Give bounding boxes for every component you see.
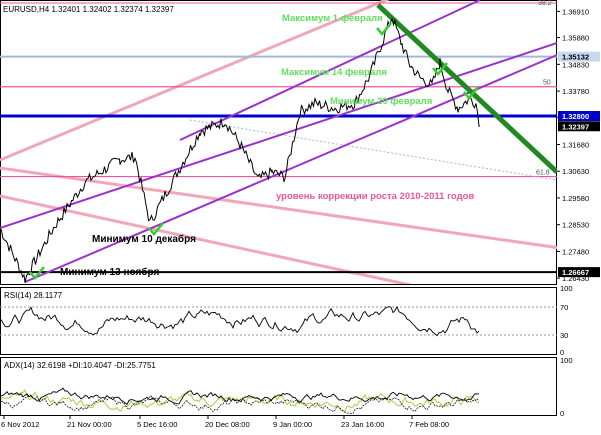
- adx-tick-0: 0: [560, 409, 564, 418]
- time-axis: 6 Nov 2012 21 Nov 00:00 5 Dec 16:00 20 Dec …: [1, 415, 449, 429]
- price-badge-label: 1.32397: [562, 122, 589, 131]
- price-badge: [558, 51, 600, 62]
- time-tick-label: 9 Jan 00:00: [273, 420, 312, 429]
- price-axis: 1.369101.358801.348301.337801.327501.316…: [557, 7, 589, 283]
- price-tick-label: 1.30630: [562, 167, 589, 176]
- main-drawings: [0, 0, 560, 285]
- check-marks: [29, 22, 479, 280]
- check-icon: [29, 266, 45, 280]
- price-tick-label: 1.28530: [562, 221, 589, 230]
- price-tick-label: 1.35880: [562, 34, 589, 43]
- channel-lower-line[interactable]: [24, 54, 557, 283]
- price-tick-label: 1.33780: [562, 87, 589, 96]
- price-badge: [558, 267, 600, 278]
- rsi-series-line: [0, 305, 480, 337]
- rsi-tick-100: 100: [560, 284, 573, 293]
- main-panel-frame: [0, 0, 557, 285]
- channel-top-line[interactable]: [179, 0, 481, 141]
- annotation-max-feb1: Максимум 1 февраля: [282, 13, 383, 24]
- price-tick-label: 1.31680: [562, 141, 589, 150]
- rsi-label: RSI(14) 28.1177: [4, 291, 63, 300]
- annotation-min-dec10: Минимум 10 декабря: [92, 233, 196, 245]
- fib-618-label: 61.8: [536, 170, 550, 177]
- adx-minus-di-line: [0, 394, 480, 414]
- price-tick-label: 1.26430: [562, 274, 589, 283]
- price-badge: [558, 121, 600, 132]
- price-badge-label: 1.26667: [562, 268, 589, 277]
- symbol-header: EURUSD,H4 1.32401 1.32402 1.32374 1.3239…: [3, 5, 174, 14]
- adx-tick-100: 100: [560, 356, 573, 365]
- green-trend-line[interactable]: [376, 3, 557, 174]
- price-tick-label: 1.36910: [562, 7, 589, 16]
- price-tick-label: 1.34830: [562, 60, 589, 69]
- adx-panel-frame: [0, 357, 557, 416]
- dotted-trend-line[interactable]: [189, 119, 557, 181]
- adx-label: ADX(14) 32.6198 +DI:10.4047 -DI:25.7751: [4, 361, 156, 370]
- check-icon: [432, 62, 448, 76]
- time-tick-label: 6 Nov 2012: [1, 420, 39, 429]
- rsi-tick-30: 30: [560, 331, 568, 340]
- annotation-min-nov13: Минимум 13 ноября: [60, 266, 159, 278]
- check-icon: [148, 222, 164, 236]
- check-icon: [376, 22, 392, 36]
- price-tick-label: 1.29580: [562, 194, 589, 203]
- time-tick-label: 5 Dec 16:00: [137, 420, 177, 429]
- rsi-tick-70: 70: [560, 303, 568, 312]
- pink-falling-line[interactable]: [0, 166, 560, 250]
- time-tick-label: 21 Nov 00:00: [67, 420, 112, 429]
- annotation-correction-level: уровень коррекции роста 2010-2011 годов: [276, 191, 474, 202]
- channel-upper-line[interactable]: [0, 42, 557, 229]
- fib-382-label: 38.2: [538, 0, 552, 7]
- annotation-max-feb14: Максимум 14 февраля: [281, 67, 387, 78]
- time-tick-label: 23 Jan 16:00: [341, 420, 384, 429]
- annotation-min-feb20: Минимум 20 февраля: [330, 96, 432, 107]
- price-tick-label: 1.27480: [562, 247, 589, 256]
- pink-falling-line-2[interactable]: [0, 194, 411, 285]
- price-badge-label: 1.32800: [562, 112, 589, 121]
- price-badge-label: 1.35132: [562, 53, 589, 62]
- fib-50-label: 50: [543, 80, 551, 87]
- pink-rising-line[interactable]: [0, 0, 410, 162]
- rsi-panel-frame: [0, 287, 557, 355]
- price-badge: [558, 111, 600, 121]
- time-tick-label: 7 Feb 08:00: [409, 420, 449, 429]
- adx-main-line: [0, 387, 480, 406]
- rsi-tick-0: 0: [560, 348, 564, 357]
- price-series-line: [0, 17, 481, 283]
- check-icon: [463, 86, 479, 100]
- time-tick-label: 20 Dec 08:00: [205, 420, 250, 429]
